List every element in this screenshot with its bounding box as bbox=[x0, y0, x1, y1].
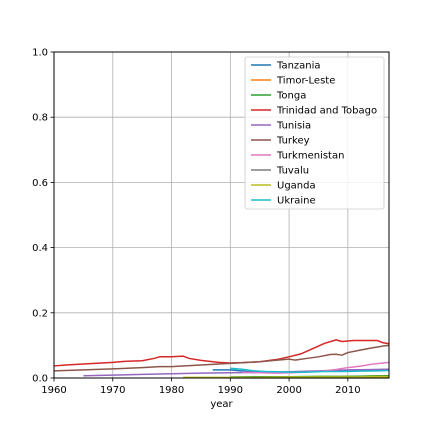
x-axis: 1960 1970 1980 1990 2000 2010 bbox=[41, 378, 361, 396]
legend-box bbox=[244, 56, 385, 210]
y-tick-label: 0.2 bbox=[32, 308, 48, 319]
legend: Tanzania Timor-Leste Tonga Trinidad and Tob… bbox=[244, 56, 385, 210]
legend-label-turkmenistan: Turkmenistan bbox=[276, 151, 344, 162]
x-tick-label: 2000 bbox=[276, 385, 301, 396]
y-tick-label: 1.0 bbox=[32, 48, 48, 59]
legend-label-uganda: Uganda bbox=[277, 181, 316, 192]
legend-label-tonga: Tonga bbox=[276, 91, 306, 102]
legend-label-timor-leste: Timor-Leste bbox=[276, 76, 335, 87]
legend-label-ukraine: Ukraine bbox=[277, 196, 316, 207]
series-line-ukraine bbox=[230, 367, 390, 373]
x-tick-label: 1970 bbox=[100, 385, 125, 396]
x-tick-label: 1990 bbox=[218, 385, 243, 396]
x-tick-label: 2010 bbox=[335, 385, 360, 396]
series-lines bbox=[53, 339, 390, 379]
series-line-uganda bbox=[183, 375, 389, 379]
x-tick-label: 1960 bbox=[41, 385, 66, 396]
y-tick-label: 0.4 bbox=[32, 243, 48, 254]
x-tick-label: 1980 bbox=[159, 385, 184, 396]
legend-label-tunisia: Tunisia bbox=[276, 121, 311, 132]
series-line-turkey bbox=[53, 344, 390, 372]
plot-frame bbox=[53, 51, 390, 379]
y-tick-label: 0.6 bbox=[32, 178, 48, 189]
x-axis-title: year bbox=[210, 399, 233, 410]
y-tick-label: 0.8 bbox=[32, 113, 48, 124]
y-tick-label: 0.0 bbox=[32, 374, 48, 385]
y-axis: 0.0 0.2 0.4 0.6 0.8 1.0 bbox=[32, 48, 54, 385]
legend-label-tuvalu: Tuvalu bbox=[276, 166, 309, 177]
legend-label-turkey: Turkey bbox=[276, 136, 310, 147]
legend-label-tanzania: Tanzania bbox=[276, 61, 321, 72]
legend-label-trinidad-and-tobago: Trinidad and Tobago bbox=[276, 106, 377, 117]
